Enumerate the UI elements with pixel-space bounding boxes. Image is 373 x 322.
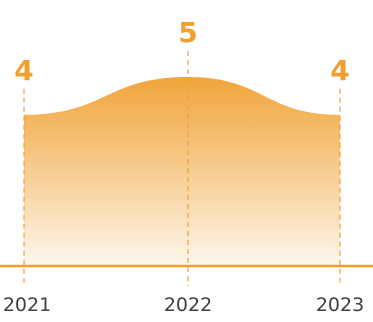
x-tick-label-2021: 2021 (3, 294, 51, 316)
value-label-2023: 4 (330, 54, 349, 87)
area-series (24, 77, 340, 266)
value-labels: 4 5 4 (14, 16, 349, 87)
x-axis-tick-labels: 2021 2022 2023 (3, 294, 364, 316)
guide-lines (23, 51, 341, 286)
x-tick-label-2023: 2023 (316, 294, 364, 316)
value-label-2021: 4 (14, 54, 33, 87)
x-tick-label-2022: 2022 (164, 294, 212, 316)
value-label-2022: 5 (178, 16, 197, 49)
